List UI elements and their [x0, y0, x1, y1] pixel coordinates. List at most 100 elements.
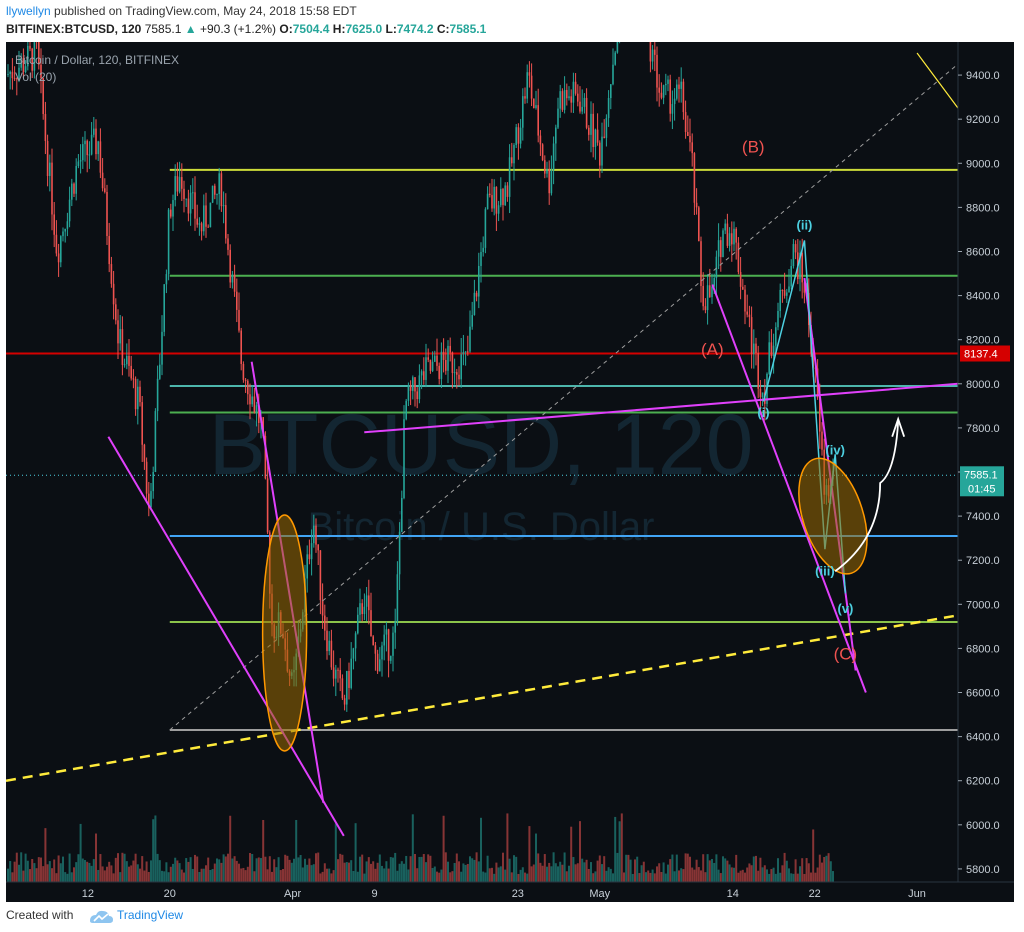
candle-body [680, 81, 682, 89]
candle-body [601, 136, 603, 166]
candle-body [495, 186, 498, 214]
candle-body [544, 160, 546, 174]
chart-pane[interactable]: BTCUSD, 120 Bitcoin / U.S. Dollar (B) (A) (… [6, 42, 1014, 902]
volume-bar [605, 870, 608, 882]
price-tick-label: 7200.0 [966, 555, 1000, 567]
candle-body [249, 394, 251, 405]
candle-body [244, 379, 247, 381]
candle-body [357, 614, 359, 634]
candle-body [51, 162, 53, 215]
volume-bar [825, 855, 828, 882]
price-tick-label: 8400.0 [966, 291, 1000, 303]
candle-body [209, 202, 212, 228]
volume-bar [642, 861, 645, 882]
volume-bar [370, 863, 372, 882]
volume-bar [719, 873, 722, 882]
candle-body [321, 600, 324, 616]
volume-bar [821, 862, 823, 882]
candle-body [194, 192, 196, 219]
volume-bar [308, 858, 311, 882]
volume-bar [260, 858, 262, 882]
candle-body [77, 161, 80, 167]
candle-body [214, 185, 216, 195]
candle-body [508, 157, 511, 197]
price-tick-label: 6600.0 [966, 688, 1000, 700]
volume-bar [616, 852, 619, 882]
volume-bar [383, 868, 386, 882]
volume-bar [684, 853, 687, 882]
candle-body [722, 230, 724, 258]
candle-body [330, 640, 333, 668]
candle-body [200, 223, 203, 232]
legend-volume[interactable]: Vol (20) [15, 70, 57, 84]
price-chart[interactable]: BTCUSD, 120 Bitcoin / U.S. Dollar (B) (A) (… [6, 42, 1014, 902]
volume-bar [112, 873, 115, 882]
candle-body [603, 136, 605, 138]
candle-body [656, 54, 658, 88]
candle-body [572, 81, 575, 103]
volume-bar [801, 858, 804, 882]
volume-bar [669, 859, 672, 882]
candle-body [511, 157, 513, 164]
candle-body [744, 289, 746, 312]
volume-bar [827, 853, 830, 882]
volume-bar [251, 853, 254, 882]
volume-bar [792, 873, 795, 882]
volume-bar [84, 860, 86, 882]
volume-bar [394, 852, 397, 882]
candle-body [183, 188, 185, 200]
candle-body [484, 209, 487, 248]
candle-body [473, 292, 476, 316]
candle-body [506, 185, 509, 197]
volume-bar [48, 861, 51, 882]
wedge-line-left [107, 436, 345, 837]
candle-body [108, 236, 110, 265]
candle-body [500, 188, 502, 206]
symbol-ohlc-line: BITFINEX:BTCUSD, 120 7585.1 ▲ +90.3 (+1.… [6, 22, 486, 36]
close-label: C: [436, 22, 450, 36]
candle-body [258, 405, 260, 423]
candle-body [134, 378, 137, 410]
volume-bar [460, 871, 463, 882]
volume-bar [66, 873, 69, 882]
tradingview-brand-link[interactable]: TradingView [117, 908, 184, 922]
volume-bar [110, 865, 113, 882]
volume-bar [68, 853, 71, 882]
candle-body [728, 233, 731, 246]
candle-body [480, 251, 482, 266]
volume-bar [548, 862, 551, 882]
volume-bar [246, 866, 249, 882]
volume-bar [295, 819, 298, 882]
volume-bar [152, 819, 155, 882]
price-tick-label: 9200.0 [966, 114, 1000, 126]
volume-bar [425, 862, 427, 882]
candle-body [128, 355, 130, 366]
candle-body [126, 355, 128, 365]
volume-bar [385, 861, 388, 882]
candle-body [372, 636, 374, 646]
candle-body [368, 595, 370, 611]
volume-bar [99, 854, 102, 882]
volume-bar [374, 868, 377, 882]
price-tick-label: 8600.0 [966, 246, 1000, 258]
volume-bar [53, 859, 56, 882]
candle-body [64, 228, 66, 232]
level-price-badge [960, 345, 1010, 362]
candle-body [489, 193, 491, 196]
volume-bar [361, 854, 364, 882]
volume-bar [433, 866, 436, 882]
candle-body [119, 329, 121, 344]
candle-body [453, 372, 456, 374]
volume-bar [519, 869, 522, 882]
candle-body [141, 402, 143, 445]
candle-body [726, 223, 729, 246]
candle-body [445, 359, 447, 371]
volume-bar [517, 873, 520, 882]
candle-body [143, 444, 146, 462]
footer: Created with TradingView [0, 902, 1024, 932]
volume-bar [57, 855, 60, 882]
candle-body [742, 286, 744, 290]
author-username[interactable]: llywellyn [6, 4, 51, 18]
candle-body [451, 352, 454, 373]
candle-body [187, 198, 190, 214]
